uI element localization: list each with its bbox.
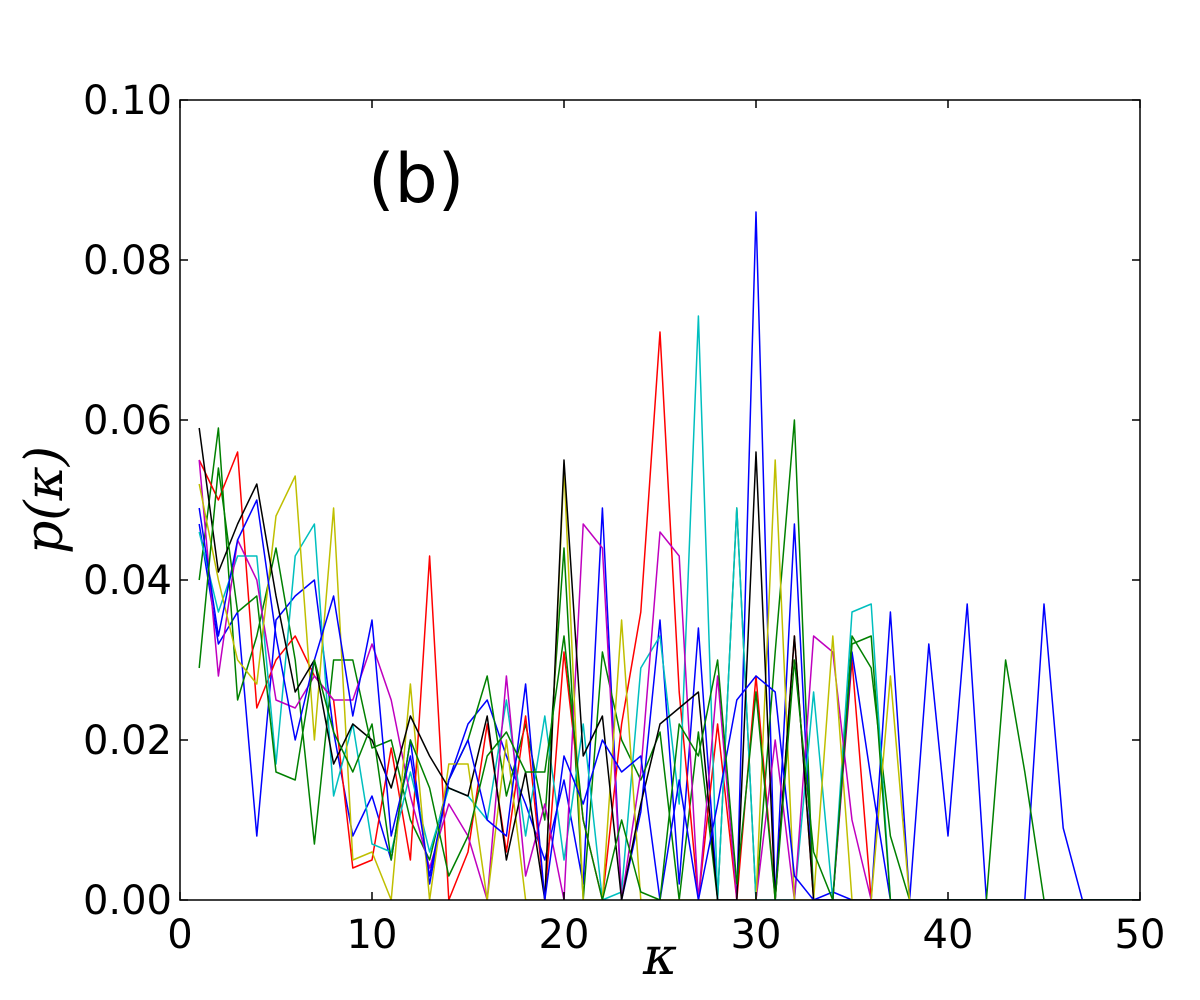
series-line-3 [198,331,1140,900]
series-line-8 [198,499,1140,900]
series-line-1 [198,211,1140,900]
series-group [198,211,1140,900]
plot-frame [179,99,1141,901]
y-axis-label: p(κ) [15,446,75,554]
x-tick-label: 0 [167,912,192,958]
series-line-5 [198,459,1140,900]
ticks-group: 0 10 20 30 40 50 0.00 0.02 0.04 0.06 0.08 0.10 [83,78,1166,958]
x-axis-label: κ [642,927,677,987]
y-tick-label: 0.10 [83,78,172,124]
series-line-9 [198,467,1140,900]
x-tick-label: 40 [923,912,974,958]
series-line-4 [198,315,1140,900]
x-tick-label: 10 [347,912,398,958]
panel-annotation: (b) [368,140,464,219]
y-tick-label: 0.02 [83,718,172,764]
series-line-7 [198,427,1140,900]
x-tick-label: 20 [539,912,590,958]
y-tick-label: 0.04 [83,558,172,604]
x-tick-label: 50 [1115,912,1166,958]
series-line-6 [198,459,1140,900]
y-tick-label: 0.08 [83,238,172,284]
x-tick-label: 30 [731,912,782,958]
y-tick-label: 0.06 [83,398,172,444]
y-tick-label: 0.00 [83,878,172,924]
